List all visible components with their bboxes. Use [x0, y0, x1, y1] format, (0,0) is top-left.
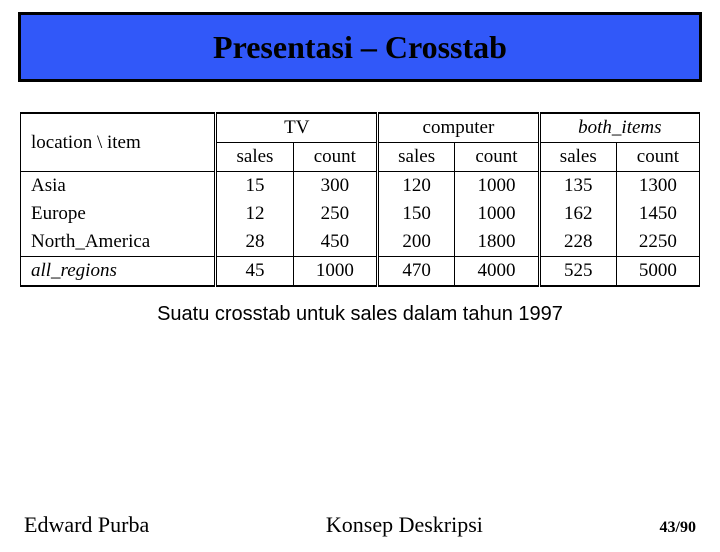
subhead-comp-sales: sales [378, 143, 455, 172]
cell: 228 [539, 228, 616, 257]
row-label: Asia [21, 172, 216, 201]
subhead-both-sales: sales [539, 143, 616, 172]
col-group-both: both_items [539, 113, 699, 143]
cell: 150 [378, 200, 455, 228]
row-label: North_America [21, 228, 216, 257]
title-bar: Presentasi – Crosstab [18, 12, 702, 82]
crosstab-table-wrap: location \ item TV computer both_items s… [20, 112, 700, 287]
cell: 5000 [616, 257, 699, 287]
table-caption: Suatu crosstab untuk sales dalam tahun 1… [0, 303, 720, 326]
row-label: Europe [21, 200, 216, 228]
cell: 300 [293, 172, 378, 201]
subhead-tv-count: count [293, 143, 378, 172]
subhead-both-count: count [616, 143, 699, 172]
summary-label: all_regions [21, 257, 216, 287]
cell: 135 [539, 172, 616, 201]
slide-footer: Edward Purba Konsep Deskripsi 43/90 [0, 512, 720, 538]
col-group-computer: computer [378, 113, 540, 143]
footer-topic: Konsep Deskripsi [326, 512, 483, 538]
table-row: Europe 12 250 150 1000 162 1450 [21, 200, 700, 228]
cell: 4000 [455, 257, 540, 287]
footer-author: Edward Purba [24, 512, 149, 538]
cell: 28 [216, 228, 293, 257]
corner-label: location \ item [21, 113, 216, 172]
cell: 525 [539, 257, 616, 287]
table-row: Asia 15 300 120 1000 135 1300 [21, 172, 700, 201]
footer-page-number: 43/90 [660, 519, 696, 537]
cell: 2250 [616, 228, 699, 257]
cell: 1000 [455, 172, 540, 201]
cell: 1800 [455, 228, 540, 257]
cell: 1450 [616, 200, 699, 228]
cell: 12 [216, 200, 293, 228]
cell: 450 [293, 228, 378, 257]
subhead-tv-sales: sales [216, 143, 293, 172]
cell: 15 [216, 172, 293, 201]
cell: 470 [378, 257, 455, 287]
cell: 250 [293, 200, 378, 228]
table-row: North_America 28 450 200 1800 228 2250 [21, 228, 700, 257]
cell: 1300 [616, 172, 699, 201]
subhead-comp-count: count [455, 143, 540, 172]
cell: 1000 [293, 257, 378, 287]
cell: 162 [539, 200, 616, 228]
summary-row: all_regions 45 1000 470 4000 525 5000 [21, 257, 700, 287]
crosstab-table: location \ item TV computer both_items s… [20, 112, 700, 287]
slide-title: Presentasi – Crosstab [213, 29, 507, 66]
cell: 1000 [455, 200, 540, 228]
cell: 120 [378, 172, 455, 201]
cell: 45 [216, 257, 293, 287]
cell: 200 [378, 228, 455, 257]
col-group-tv: TV [216, 113, 378, 143]
